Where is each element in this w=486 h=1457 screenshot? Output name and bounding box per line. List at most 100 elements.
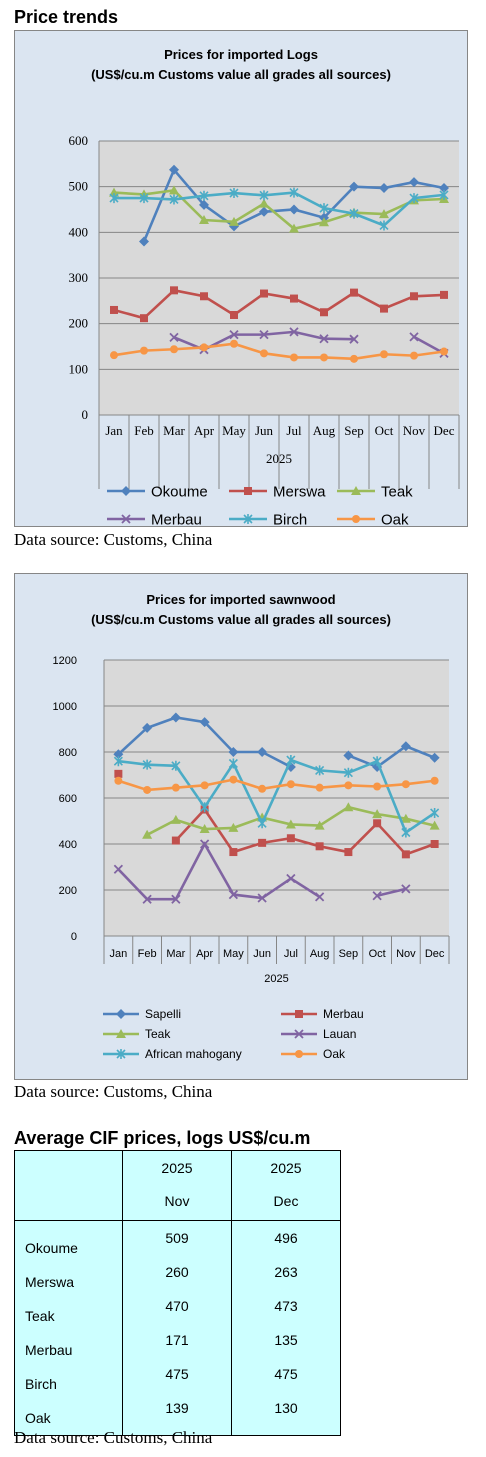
row-label: Teak — [25, 1308, 55, 1324]
data-point — [372, 891, 382, 901]
dec-value: 130 — [274, 1400, 298, 1416]
data-point — [171, 783, 180, 792]
nov-value: 475 — [165, 1366, 189, 1382]
data-point — [257, 818, 267, 829]
data-point — [113, 864, 124, 874]
data-point — [344, 781, 353, 790]
data-point — [143, 785, 152, 794]
data-point — [410, 292, 418, 301]
data-point — [439, 189, 449, 200]
data-point — [430, 807, 440, 818]
table-nov-column: 509 260 470 171 475 139 — [122, 1220, 232, 1436]
x-tick-label: May — [222, 423, 246, 438]
header-year-dec: 2025 — [270, 1160, 302, 1176]
legend-item: Birch — [229, 511, 307, 526]
legend-item: Teak — [337, 483, 413, 500]
x-tick-label: Dec — [434, 423, 455, 438]
data-point — [409, 332, 419, 342]
x-tick-label: Aug — [313, 423, 336, 438]
x-tick-label: Feb — [134, 423, 154, 438]
data-point — [315, 765, 325, 776]
data-point — [199, 717, 210, 728]
legend-label: Teak — [145, 1027, 171, 1041]
x-tick-label: Sep — [339, 948, 359, 960]
data-point — [349, 208, 359, 219]
data-point — [229, 848, 238, 857]
legend-item: Merswa — [229, 483, 326, 500]
data-point — [142, 894, 152, 904]
legend-marker — [295, 1050, 303, 1058]
dec-value: 496 — [274, 1230, 298, 1246]
x-tick-label: Jul — [284, 948, 298, 960]
x-tick-label: Dec — [425, 948, 445, 960]
cif-data-source: Data source: Customs, China — [14, 1428, 213, 1447]
data-point — [140, 346, 148, 355]
data-point — [314, 820, 325, 830]
data-point — [228, 747, 239, 757]
data-point — [171, 836, 180, 845]
logs-chart-plot: 0 100 200 300 400 500 600 Jan Feb Mar Apr May Jun Jul… — [69, 133, 460, 526]
row-label: Okoume — [25, 1240, 78, 1256]
series-sapelli — [113, 712, 440, 772]
data-point — [110, 351, 118, 360]
series-line — [117, 841, 321, 901]
data-point — [430, 776, 439, 785]
data-point — [401, 884, 411, 894]
data-point — [289, 327, 299, 337]
data-point — [429, 752, 440, 763]
series-line — [347, 744, 436, 769]
table-label-column: Okoume Merswa Teak Merbau Birch Oak — [14, 1220, 123, 1436]
data-point — [286, 780, 295, 789]
legend-marker — [116, 1009, 126, 1019]
data-point — [286, 873, 296, 884]
x-tick-label: Nov — [403, 423, 426, 438]
data-point — [372, 809, 383, 819]
series-line — [174, 807, 436, 856]
data-point — [290, 353, 298, 362]
data-point — [260, 289, 268, 298]
legend-marker — [294, 1029, 304, 1039]
x-tick-label: Jul — [286, 423, 302, 438]
legend-marker — [116, 1029, 126, 1038]
x-tick-label: Apr — [196, 948, 213, 960]
data-point — [409, 177, 419, 188]
x-tick-label: May — [223, 948, 244, 960]
data-point — [142, 829, 153, 839]
data-point — [401, 850, 410, 859]
x-tick-label: Oct — [369, 948, 386, 960]
data-point — [319, 203, 329, 214]
data-point — [229, 775, 238, 784]
series-line — [413, 335, 445, 355]
data-point — [169, 185, 179, 195]
legend-label: Sapelli — [145, 1007, 181, 1021]
data-point — [260, 349, 268, 358]
data-point — [349, 181, 359, 192]
y-tick-label: 500 — [69, 179, 89, 194]
data-point — [228, 822, 239, 832]
x-tick-label: Jun — [253, 948, 271, 960]
series-oak — [114, 775, 439, 794]
data-point — [401, 827, 411, 838]
legend-item: Merbau — [281, 1007, 364, 1021]
series-line — [117, 778, 435, 792]
data-point — [259, 329, 269, 340]
data-point — [200, 292, 208, 301]
y-tick-label: 0 — [71, 931, 77, 943]
y-tick-label: 0 — [82, 407, 89, 422]
legend-label: African mahogany — [145, 1047, 242, 1061]
sawnwood-chart-title: Prices for imported sawnwood — [146, 592, 336, 607]
data-point — [114, 776, 123, 785]
data-point — [259, 206, 269, 217]
data-point — [429, 820, 440, 830]
data-point — [409, 193, 419, 204]
data-point — [170, 712, 181, 723]
legend-marker — [352, 515, 360, 523]
x-tick-label: Jun — [255, 423, 274, 438]
data-point — [320, 353, 328, 362]
dec-value: 475 — [274, 1366, 298, 1382]
data-point — [289, 223, 299, 233]
data-point — [200, 343, 208, 352]
data-point — [289, 187, 299, 198]
legend-item: Okoume — [107, 483, 208, 500]
nov-value: 509 — [165, 1230, 189, 1246]
